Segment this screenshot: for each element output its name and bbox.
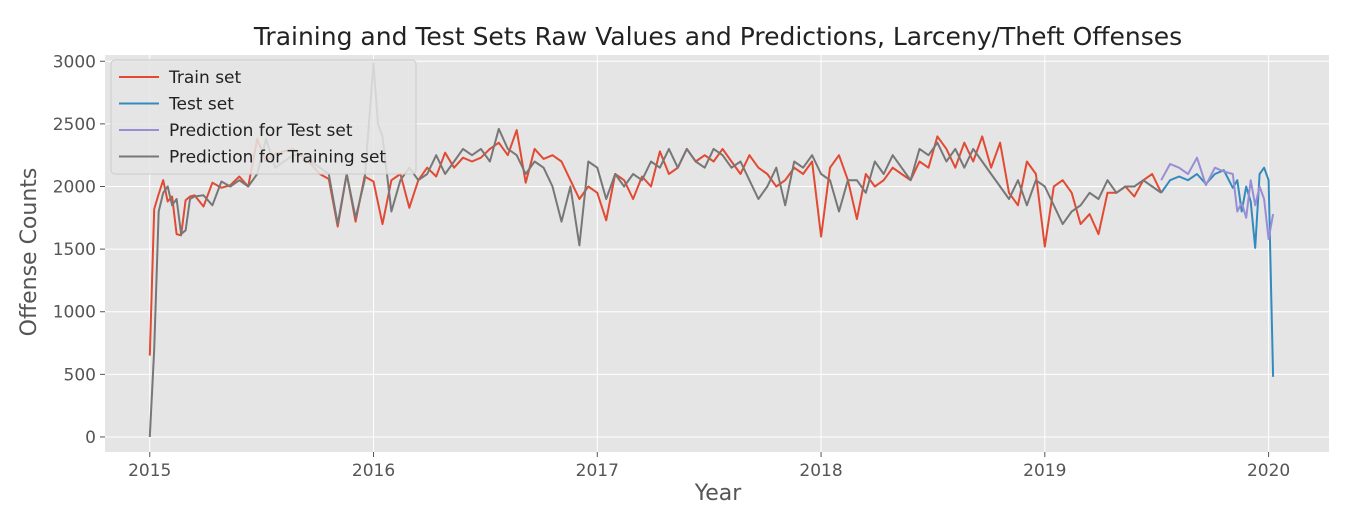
- y-tick-label: 1000: [53, 303, 96, 323]
- x-tick-label: 2016: [352, 461, 395, 481]
- chart-title: Training and Test Sets Raw Values and Pr…: [253, 22, 1182, 51]
- y-tick-label: 2000: [53, 177, 96, 197]
- x-axis: 2015 2016 2017 2018 2019 2020: [128, 452, 1290, 481]
- y-tick-label: 2500: [53, 115, 96, 135]
- x-tick-label: 2017: [576, 461, 619, 481]
- x-axis-label: Year: [694, 481, 743, 506]
- x-tick-label: 2019: [1023, 461, 1066, 481]
- y-tick-label: 0: [85, 428, 96, 448]
- legend-label: Prediction for Test set: [169, 121, 353, 141]
- y-tick-label: 3000: [53, 52, 96, 72]
- legend-label: Train set: [168, 68, 242, 88]
- legend-label: Prediction for Training set: [169, 148, 386, 168]
- y-tick-label: 500: [64, 365, 96, 385]
- x-tick-label: 2020: [1247, 461, 1290, 481]
- legend-box: [110, 59, 417, 175]
- series-line-test-set: [1160, 166, 1275, 377]
- y-axis: 0 500 1000 1500 2000 2500 3000: [53, 52, 105, 448]
- legend-label: Test set: [168, 95, 234, 115]
- series-line-prediction-for-test-set: [1160, 156, 1275, 241]
- x-tick-label: 2018: [799, 461, 842, 481]
- x-tick-label: 2015: [128, 461, 171, 481]
- legend: Train set Test set Prediction for Test set…: [110, 59, 417, 175]
- y-tick-label: 1500: [53, 240, 96, 260]
- y-axis-label: Offense Counts: [17, 168, 42, 337]
